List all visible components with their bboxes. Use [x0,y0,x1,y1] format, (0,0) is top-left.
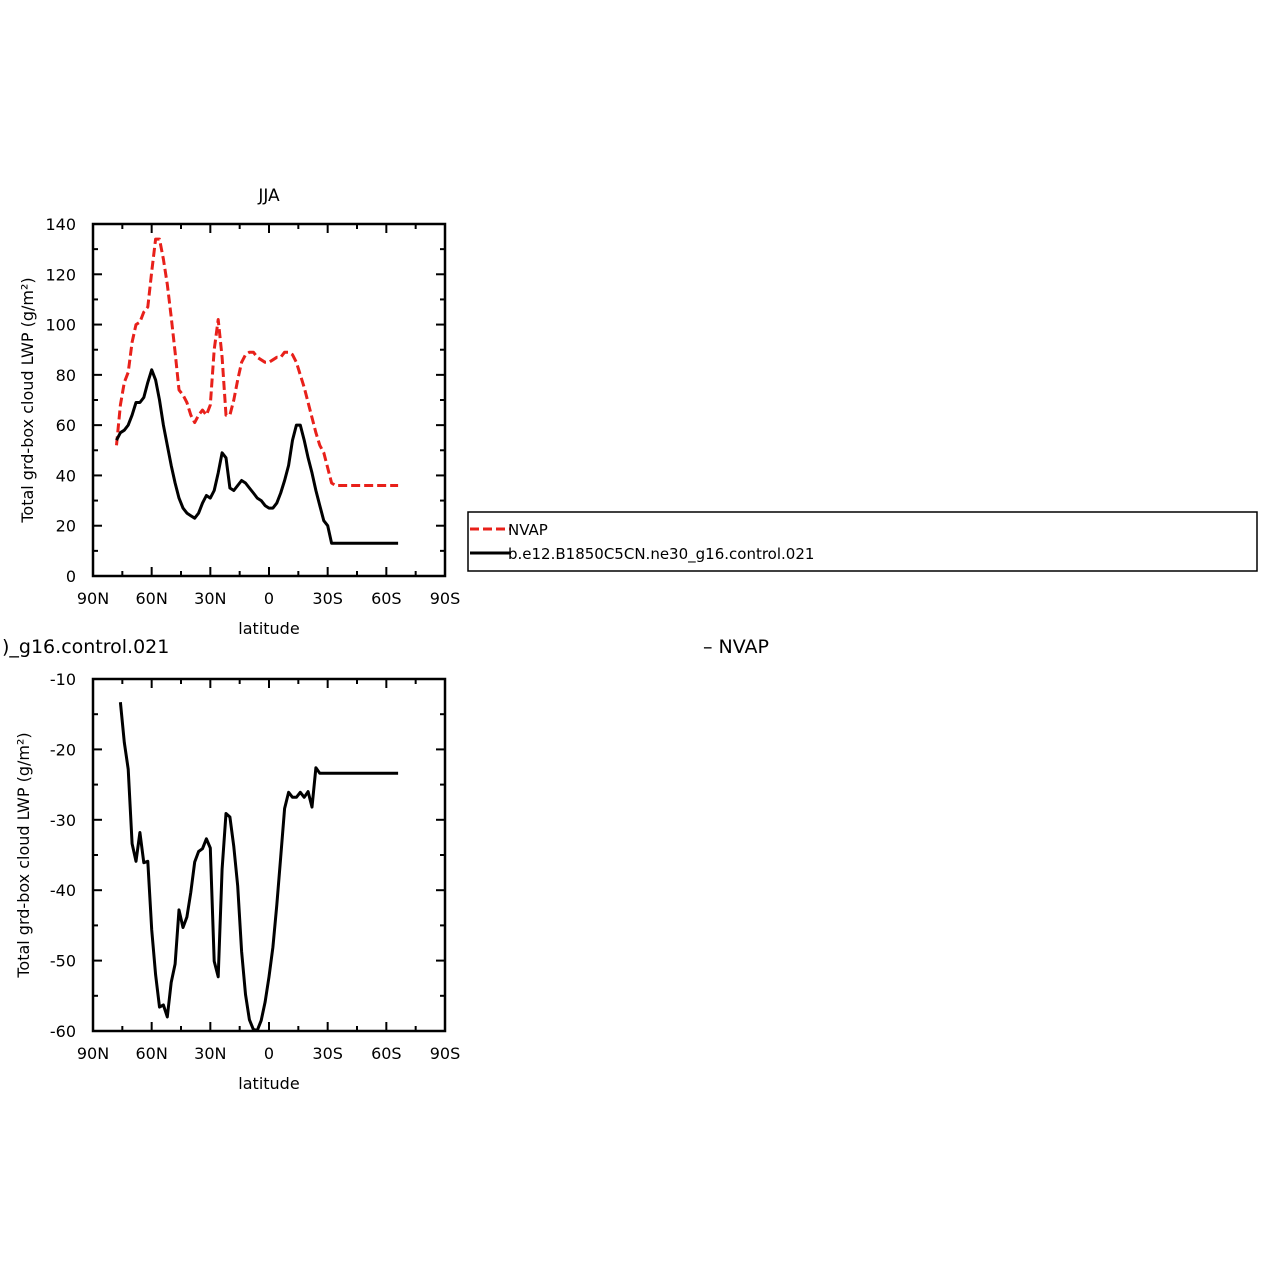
y-tick-label: -60 [50,1022,76,1041]
x-tick-label: 60N [136,1044,168,1063]
panel-top-x-axis-label: latitude [238,619,299,638]
panel-top-y-axis-label: Total grd-box cloud LWP (g/m²) [18,277,37,523]
x-tick-label: 90S [430,589,461,608]
legend-box [467,511,1258,572]
panel-bottom-series [118,702,399,1032]
panel-bottom-title-left: )_g16.control.021 [2,636,169,658]
panel-bottom-y-axis-label: Total grd-box cloud LWP (g/m²) [14,732,33,978]
x-tick-label: 90N [77,1044,109,1063]
panel-top-series [115,237,399,545]
legend-label-nvap: NVAP [508,521,548,539]
y-tick-label: 140 [45,215,76,234]
x-tick-label: 90S [430,1044,461,1063]
series-line-0 [115,237,399,487]
legend-label-model: b.e12.B1850C5CN.ne30_g16.control.021 [508,545,814,564]
x-tick-label: 0 [264,1044,274,1063]
y-tick-label: 0 [66,567,76,586]
x-tick-label: 60S [371,589,402,608]
x-tick-label: 0 [264,589,274,608]
y-tick-label: 20 [56,517,76,536]
panel-bottom-x-axis-label: latitude [238,1074,299,1093]
x-tick-label: 30N [194,589,226,608]
y-tick-label: -40 [50,881,76,900]
y-tick-label: 120 [45,265,76,284]
panel-top-title: JJA [257,186,280,206]
y-tick-label: 60 [56,416,76,435]
x-tick-label: 30S [312,1044,343,1063]
y-tick-label: -10 [50,670,76,689]
panel-bottom-y-ticks: -60 -50 -40 -30 -20 -10 [50,670,445,1041]
series-line-0 [118,702,399,1032]
y-tick-label: 100 [45,316,76,335]
y-tick-label: -30 [50,811,76,830]
panel-bottom-x-ticks: 90N 60N 30N 0 30S 60S 90S [77,679,460,1063]
series-line-1 [115,368,399,545]
y-tick-label: 80 [56,366,76,385]
panel-bottom-title-right: – NVAP [703,636,769,658]
y-tick-label: 40 [56,466,76,485]
x-tick-label: 30S [312,589,343,608]
x-tick-label: 60S [371,1044,402,1063]
panel-top-x-ticks: 90N 60N 30N 0 30S 60S 90S [77,224,460,608]
panel-bottom: )_g16.control.021 – NVAP -60 -50 -40 -30 -20… [2,636,769,1093]
legend: NVAP b.e12.B1850C5CN.ne30_g16.control.02… [467,511,1258,572]
x-tick-label: 30N [194,1044,226,1063]
panel-top-plot-frame [91,222,447,578]
y-tick-label: -50 [50,952,76,971]
x-tick-label: 90N [77,589,109,608]
y-tick-label: -20 [50,740,76,759]
panel-top-y-ticks: 0 20 40 60 80 100 120 140 [45,215,445,586]
x-tick-label: 60N [136,589,168,608]
